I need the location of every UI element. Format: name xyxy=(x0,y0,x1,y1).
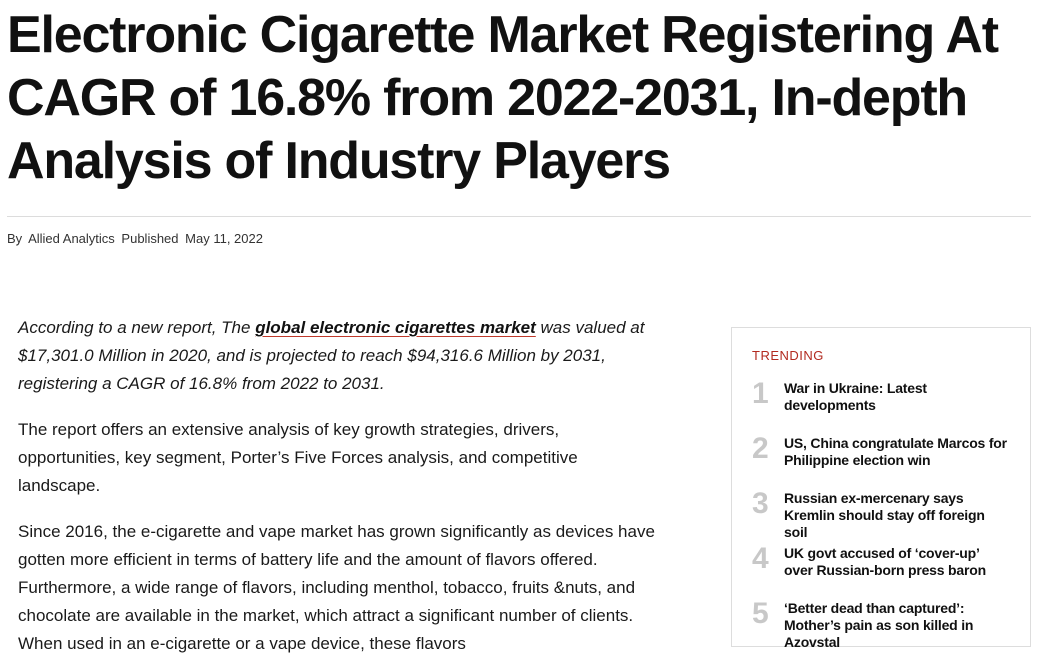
byline-by-label: By xyxy=(7,231,23,246)
article-intro-paragraph: According to a new report, The global el… xyxy=(18,314,663,398)
trending-sidebar: TRENDING 1 War in Ukraine: Latest develo… xyxy=(731,327,1031,650)
intro-prefix: According to a new report, The xyxy=(18,318,256,337)
byline-published-label: Published xyxy=(121,231,179,246)
trending-item[interactable]: 4 UK govt accused of ‘cover-up’ over Rus… xyxy=(752,542,1010,597)
article-body: According to a new report, The global el… xyxy=(18,314,663,658)
trending-item[interactable]: 2 US, China congratulate Marcos for Phil… xyxy=(752,432,1010,487)
market-report-link[interactable]: global electronic cigarettes market xyxy=(255,318,536,337)
intro-suffix: was valued at $17,301.0 Million in 2020,… xyxy=(18,318,645,393)
headline-divider xyxy=(7,216,1031,217)
article-paragraph: The report offers an extensive analysis … xyxy=(18,420,578,495)
trending-item-link[interactable]: ‘Better dead than captured’: Mother’s pa… xyxy=(784,600,974,650)
article-headline: Electronic Cigarette Market Registering … xyxy=(7,6,999,190)
byline-date: May 11, 2022 xyxy=(185,231,263,246)
trending-title: TRENDING xyxy=(752,348,824,363)
trending-item-number: 3 xyxy=(752,487,769,520)
trending-item-number: 5 xyxy=(752,597,769,630)
trending-item[interactable]: 5 ‘Better dead than captured’: Mother’s … xyxy=(752,597,1010,652)
byline-author-link[interactable]: Allied Analytics xyxy=(28,231,115,246)
trending-item-link[interactable]: War in Ukraine: Latest developments xyxy=(784,380,927,413)
trending-item-number: 1 xyxy=(752,377,769,410)
trending-item-number: 2 xyxy=(752,432,769,465)
trending-item-link[interactable]: Russian ex-mercenary says Kremlin should… xyxy=(784,490,985,540)
trending-item-link[interactable]: US, China congratulate Marcos for Philip… xyxy=(784,435,1007,468)
trending-item-number: 4 xyxy=(752,542,769,575)
article-paragraph: Since 2016, the e-cigarette and vape mar… xyxy=(18,522,655,653)
trending-item-link[interactable]: UK govt accused of ‘cover-up’ over Russi… xyxy=(784,545,986,578)
trending-item[interactable]: 1 War in Ukraine: Latest developments xyxy=(752,377,1010,432)
byline: By Allied Analytics Published May 11, 20… xyxy=(7,231,266,246)
trending-item[interactable]: 3 Russian ex-mercenary says Kremlin shou… xyxy=(752,487,1010,542)
